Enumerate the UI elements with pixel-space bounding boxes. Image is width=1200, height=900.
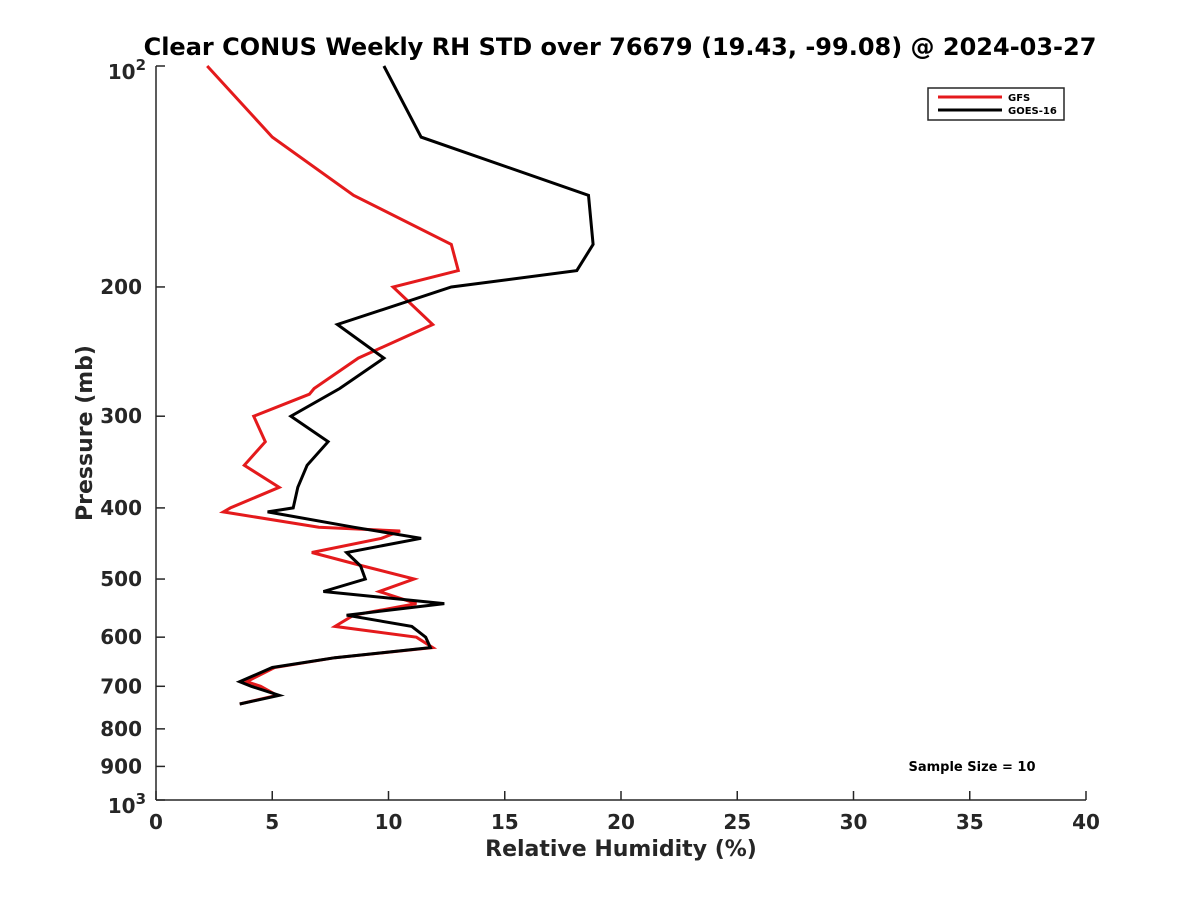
y-tick-label: 400 bbox=[100, 496, 142, 520]
plot-axes bbox=[155, 66, 1086, 801]
series-line-goes-16 bbox=[235, 65, 595, 706]
series-layer bbox=[206, 64, 595, 706]
y-ticks: 102 200 300 400 500 600 700 800 900 103 bbox=[100, 56, 165, 818]
legend-box bbox=[927, 87, 1065, 121]
y-tick-label: 102 bbox=[108, 56, 146, 84]
legend-label: GOES-16 bbox=[1008, 106, 1057, 117]
y-tick-label: 103 bbox=[108, 790, 146, 818]
series-line-gfs bbox=[206, 64, 461, 706]
x-tick-label: 10 bbox=[375, 810, 403, 834]
legend: GFS GOES-16 bbox=[927, 87, 1065, 121]
legend-label: GFS bbox=[1008, 93, 1030, 104]
x-tick-label: 5 bbox=[265, 810, 279, 834]
x-tick-label: 25 bbox=[723, 810, 751, 834]
y-tick-label: 900 bbox=[100, 754, 142, 778]
y-axis-label: Pressure (mb) bbox=[73, 345, 98, 521]
sample-size-annotation: Sample Size = 10 bbox=[908, 760, 1035, 775]
y-tick-label: 300 bbox=[100, 404, 142, 428]
x-tick-label: 20 bbox=[607, 810, 635, 834]
y-tick-label: 200 bbox=[100, 275, 142, 299]
chart-title: Clear CONUS Weekly RH STD over 76679 (19… bbox=[144, 33, 1097, 61]
x-tick-label: 35 bbox=[956, 810, 984, 834]
y-tick-label: 700 bbox=[100, 674, 142, 698]
x-tick-label: 0 bbox=[149, 810, 163, 834]
x-tick-label: 15 bbox=[491, 810, 519, 834]
y-tick-label: 800 bbox=[100, 717, 142, 741]
y-tick-label: 500 bbox=[100, 567, 142, 591]
x-tick-label: 30 bbox=[840, 810, 868, 834]
y-tick-label: 600 bbox=[100, 625, 142, 649]
x-axis-label: Relative Humidity (%) bbox=[485, 837, 757, 862]
x-tick-label: 40 bbox=[1072, 810, 1100, 834]
x-ticks: 0 5 10 15 20 25 30 35 40 bbox=[149, 791, 1100, 834]
